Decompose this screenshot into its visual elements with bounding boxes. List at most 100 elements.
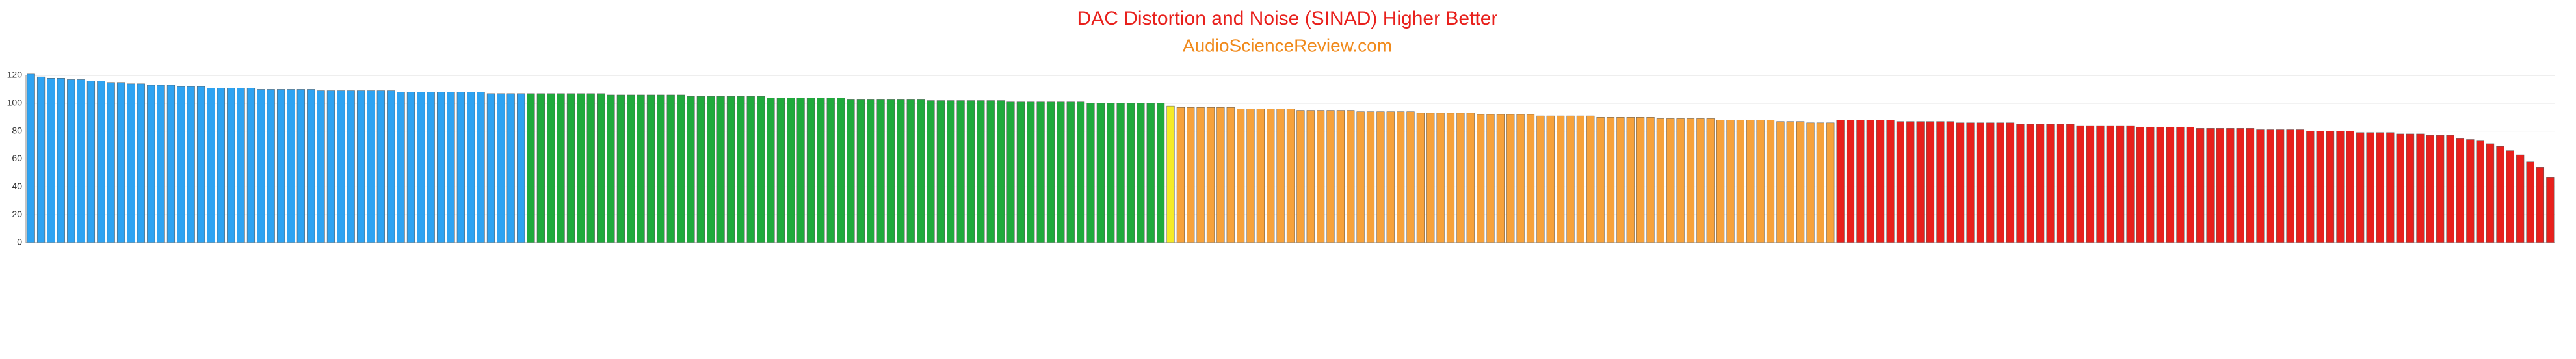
bar	[2386, 132, 2395, 243]
bar	[157, 85, 165, 243]
bar	[917, 99, 925, 243]
y-tick-label: 120	[7, 70, 23, 80]
bar	[1267, 109, 1275, 243]
bar	[817, 98, 825, 243]
bar	[1726, 120, 1735, 243]
bar	[246, 88, 256, 243]
y-tick-label: 100	[7, 98, 23, 108]
bar	[2336, 131, 2345, 243]
bar	[966, 100, 975, 243]
bar	[1086, 103, 1095, 243]
bar	[657, 94, 665, 243]
bar	[1306, 110, 1315, 243]
bar	[1786, 121, 1794, 243]
bar	[2026, 124, 2034, 243]
bar	[867, 99, 875, 243]
bar	[596, 93, 605, 243]
bar	[1906, 121, 1915, 243]
bar	[787, 98, 795, 243]
bar	[1486, 114, 1495, 243]
bar	[1336, 110, 1345, 243]
bar	[2176, 126, 2185, 243]
chart-subtitle: AudioScienceReview.com	[1183, 35, 1392, 55]
bar	[187, 86, 195, 243]
bar	[177, 86, 185, 243]
bar	[2196, 128, 2205, 243]
bar	[1986, 122, 1995, 243]
bar	[1477, 114, 1485, 243]
bar	[147, 85, 155, 243]
bar	[2506, 150, 2514, 243]
bar	[1216, 107, 1225, 243]
bar	[1866, 120, 1874, 243]
bar	[1466, 113, 1475, 243]
bar	[376, 90, 385, 243]
bar	[1426, 113, 1435, 243]
bar	[1376, 111, 1385, 243]
bar	[486, 93, 495, 243]
bar	[116, 82, 125, 243]
bar	[2326, 131, 2335, 243]
bar	[427, 92, 435, 243]
bar	[2146, 126, 2155, 243]
bar	[1157, 103, 1165, 243]
bar	[2036, 124, 2045, 243]
bar	[527, 93, 535, 243]
bar	[217, 88, 225, 243]
bar	[757, 96, 765, 243]
bar	[356, 90, 365, 243]
bar	[637, 94, 645, 243]
bar	[1876, 120, 1885, 243]
bar	[1706, 118, 1715, 243]
bar	[2056, 124, 2065, 243]
bar	[856, 99, 865, 243]
bar	[1656, 118, 1664, 243]
bar	[1116, 103, 1125, 243]
bar	[1586, 115, 1595, 243]
bar	[287, 89, 295, 243]
bar	[1006, 101, 1015, 243]
bar	[1926, 121, 1935, 243]
bar	[1366, 111, 1375, 243]
bar	[806, 98, 815, 243]
bar	[1956, 122, 1965, 243]
bar	[986, 100, 995, 243]
bar	[1746, 120, 1755, 243]
bar	[387, 90, 395, 243]
bar	[2226, 128, 2235, 243]
bar	[1716, 120, 1725, 243]
bar	[1557, 115, 1565, 243]
bar	[1206, 107, 1215, 243]
y-tick-label: 20	[12, 209, 22, 219]
bar	[1237, 109, 1245, 243]
bar	[716, 96, 725, 243]
bar	[2536, 167, 2545, 243]
bar	[646, 94, 655, 243]
bar	[627, 94, 635, 243]
bar	[207, 88, 215, 243]
bar	[1736, 120, 1744, 243]
bar	[1356, 111, 1365, 243]
bar	[536, 93, 545, 243]
bar	[57, 78, 65, 243]
bar	[2186, 126, 2194, 243]
y-tick-label: 60	[12, 153, 22, 163]
bar	[997, 100, 1005, 243]
bar	[696, 96, 705, 243]
bar	[1816, 122, 1824, 243]
bar	[936, 100, 945, 243]
bar	[2136, 126, 2145, 243]
bar	[2426, 135, 2434, 243]
bar	[1896, 121, 1904, 243]
bar	[267, 89, 275, 243]
bar	[1246, 109, 1255, 243]
bar	[2346, 131, 2354, 243]
bar	[1137, 103, 1145, 243]
bar	[2436, 135, 2445, 243]
bar	[1196, 107, 1205, 243]
bar	[97, 81, 105, 243]
bar	[2526, 161, 2534, 243]
bar	[2516, 154, 2525, 243]
bar	[367, 90, 375, 243]
bar	[237, 88, 245, 243]
